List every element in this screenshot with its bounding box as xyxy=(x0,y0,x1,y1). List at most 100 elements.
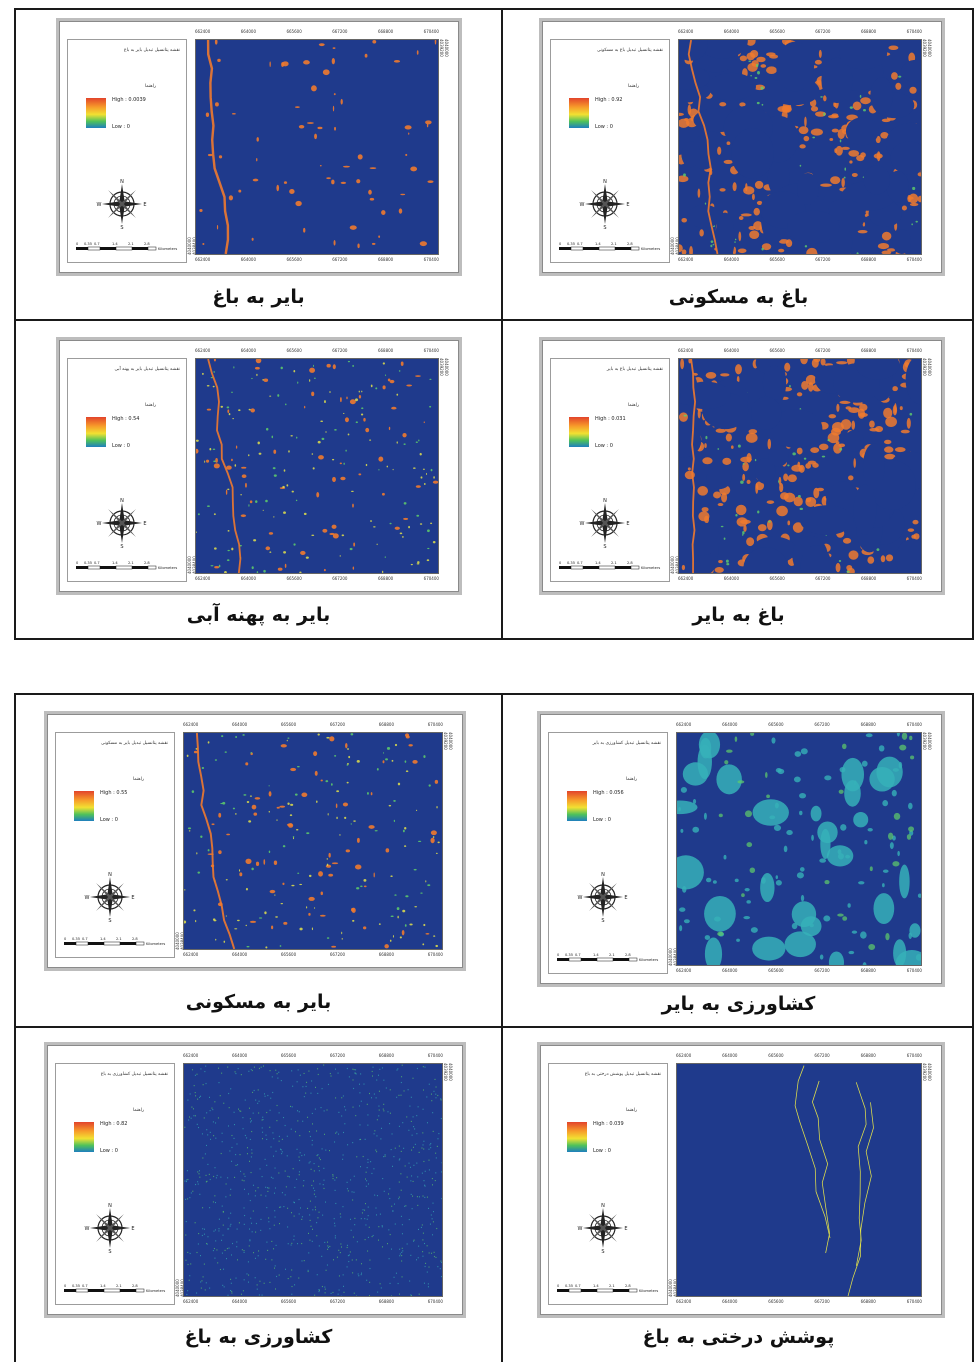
compass-s: S xyxy=(601,1249,604,1254)
svg-text:0.35: 0.35 xyxy=(84,561,92,565)
tick-label: 665600 xyxy=(768,968,784,973)
legend-high: High : 0.92 xyxy=(595,97,623,103)
map-ticks-bottom: 662400 664000 665600 667200 668800 670400 xyxy=(183,952,443,960)
compass-w: W xyxy=(580,521,585,527)
svg-text:0: 0 xyxy=(557,1284,560,1288)
panel-g2-1: نقشه پتانسیل تبدیل بایر به مسکونی راهنما… xyxy=(16,695,501,1026)
compass-w: W xyxy=(578,1226,583,1232)
svg-text:0: 0 xyxy=(559,242,562,246)
map-legend: نقشه پتانسیل تبدیل باغ به مسکونی راهنما … xyxy=(550,39,670,263)
compass-s: S xyxy=(603,544,606,549)
tick-label: 4039200 xyxy=(922,39,927,57)
legend-title: نقشه پتانسیل تبدیل باغ به مسکونی xyxy=(597,48,663,53)
svg-text:2.8: 2.8 xyxy=(627,242,633,246)
legend-title: نقشه پتانسیل تبدیل بایر به باغ xyxy=(123,48,180,53)
tick-label: 4040000 xyxy=(927,1063,932,1081)
tick-label: 4039200 xyxy=(443,1063,448,1081)
north-arrow-icon: N S E W xyxy=(97,498,147,549)
north-arrow-icon: N S E W xyxy=(580,179,630,230)
tick-label: 664000 xyxy=(231,952,248,957)
legend-title: نقشه پتانسیل تبدیل کشاورزی به باغ xyxy=(100,1072,168,1077)
tick-label: 664000 xyxy=(723,257,740,262)
compass-e: E xyxy=(624,895,627,901)
tick-label: 4040000 xyxy=(448,732,453,750)
north-arrow-icon: N S E W xyxy=(580,498,630,549)
tick-label: 668800 xyxy=(860,722,876,727)
north-arrow-icon: N S E W xyxy=(578,872,628,923)
scale-bar: 0 0.35 0.7 1.4 2.1 2.8 Kilometers xyxy=(559,561,660,570)
raster-map xyxy=(183,1063,443,1297)
map-ticks-bottom: 662400 664000 665600 667200 668800 670400 xyxy=(183,1299,443,1307)
tick-label: 665600 xyxy=(280,952,297,957)
map-frame: نقشه پتانسیل تبدیل بایر به پهنه آبی راهن… xyxy=(56,337,462,595)
compass-e: E xyxy=(143,202,146,208)
compass-s: S xyxy=(120,544,123,549)
tick-label: 670400 xyxy=(906,1053,922,1058)
color-ramp xyxy=(567,791,587,821)
tick-label: 670400 xyxy=(906,348,922,353)
tick-label: 662400 xyxy=(678,576,694,581)
legend-title: نقشه پتانسیل تبدیل کشاورزی به بایر xyxy=(592,741,661,746)
tick-label: 662400 xyxy=(678,348,694,353)
svg-text:0.7: 0.7 xyxy=(575,1284,581,1288)
svg-text:2.1: 2.1 xyxy=(116,937,122,941)
tick-label: 670400 xyxy=(906,968,922,973)
map-frame: نقشه پتانسیل تبدیل پوشش درختی به باغ راه… xyxy=(537,1042,945,1318)
compass-n: N xyxy=(108,872,112,878)
svg-text:Kilometers: Kilometers xyxy=(639,1289,658,1293)
compass-n: N xyxy=(603,498,607,504)
tick-label: 668800 xyxy=(377,576,394,581)
tick-label: 668800 xyxy=(860,968,876,973)
legend-high: High : 0.82 xyxy=(100,1121,128,1127)
tick-label: 670400 xyxy=(427,952,443,957)
svg-text:0.7: 0.7 xyxy=(577,561,583,565)
map-ticks-left: 40400004038400403680040352004033600 xyxy=(187,358,212,574)
map-ticks-bottom: 662400 664000 665600 667200 668800 670400 xyxy=(676,968,922,976)
map-ticks-left: 40400004038400403680040352004033600 xyxy=(670,39,695,255)
panel-caption: باغ به بایر xyxy=(692,604,785,626)
legend-low: Low : 0 xyxy=(593,817,611,823)
scale-bar: 0 0.35 0.7 1.4 2.1 2.8 Kilometers xyxy=(64,1284,165,1293)
svg-text:Kilometers: Kilometers xyxy=(146,942,165,946)
svg-text:2.1: 2.1 xyxy=(609,953,615,957)
map-ticks-top: 662400 664000 665600 667200 668800 670400 xyxy=(183,722,443,730)
svg-text:2.8: 2.8 xyxy=(132,1284,138,1288)
map-legend: نقشه پتانسیل تبدیل کشاورزی به باغ راهنما… xyxy=(55,1063,175,1305)
tick-label: 668800 xyxy=(860,29,877,34)
svg-text:Kilometers: Kilometers xyxy=(641,566,660,570)
legend-head: راهنما xyxy=(144,84,156,89)
tick-label: 664000 xyxy=(231,722,248,727)
map-ticks-right: 4040000403920040376004036000403440040328… xyxy=(902,39,932,255)
tick-label: 670400 xyxy=(906,257,922,262)
compass-e: E xyxy=(626,521,629,527)
compass-e: E xyxy=(143,521,146,527)
map-ticks-bottom: 662400 664000 665600 667200 668800 670400 xyxy=(678,576,922,584)
tick-label: 662400 xyxy=(195,257,211,262)
tick-label: 662400 xyxy=(183,952,199,957)
legend-low: Low : 0 xyxy=(112,124,130,130)
svg-text:2.8: 2.8 xyxy=(132,937,138,941)
compass-w: W xyxy=(85,1226,90,1232)
svg-text:0: 0 xyxy=(76,561,79,565)
compass-w: W xyxy=(97,202,102,208)
tick-label: 4039200 xyxy=(922,732,927,750)
map-ticks-bottom: 662400 664000 665600 667200 668800 670400 xyxy=(195,576,439,584)
tick-label: 4039200 xyxy=(922,1063,927,1081)
map-ticks-right: 4040000403920040376004036000403440040328… xyxy=(902,358,932,574)
tick-label: 668800 xyxy=(377,348,394,353)
map-frame: نقشه پتانسیل تبدیل کشاورزی به باغ راهنما… xyxy=(44,1042,466,1318)
legend-title: نقشه پتانسیل تبدیل پوشش درختی به باغ xyxy=(584,1072,661,1077)
tick-label: 667200 xyxy=(814,722,830,727)
map-ticks-top: 662400 664000 665600 667200 668800 670400 xyxy=(195,348,439,356)
svg-text:2.1: 2.1 xyxy=(128,561,134,565)
tick-label: 662400 xyxy=(195,348,211,353)
tick-label: 667200 xyxy=(815,257,831,262)
tick-label: 664000 xyxy=(723,29,740,34)
panel-g1-3: نقشه پتانسیل تبدیل بایر به پهنه آبی راهن… xyxy=(16,321,501,638)
compass-w: W xyxy=(85,895,90,901)
svg-text:1.4: 1.4 xyxy=(100,937,106,941)
map-legend: نقشه پتانسیل تبدیل بایر به باغ راهنما Hi… xyxy=(67,39,187,263)
tick-label: 667200 xyxy=(329,1053,346,1058)
tick-label: 670400 xyxy=(423,576,439,581)
tick-label: 662400 xyxy=(183,1053,199,1058)
